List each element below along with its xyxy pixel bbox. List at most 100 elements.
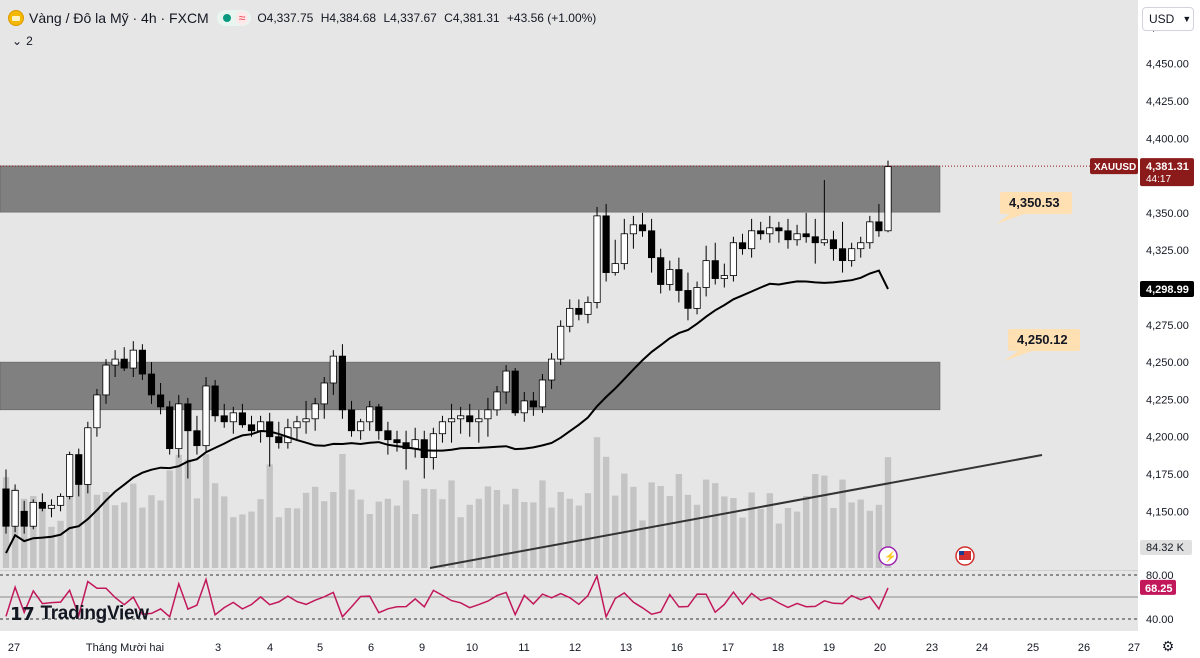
bull-candle [693,287,701,309]
volume-bar [39,502,46,568]
bear-candle [338,355,347,411]
price-axis-tick: 4,400.00 [1146,133,1189,145]
volume-bar [130,483,137,568]
volume-bar [384,498,392,568]
time-axis-label: 27 [8,642,20,654]
tv-logo-icon: 17 [10,603,35,625]
bear-candle [466,415,474,423]
volume-bar [321,501,328,568]
bear-candle [775,227,783,232]
price-axis-tick: 4,225.00 [1146,394,1189,406]
bull-candle [702,260,710,288]
bull-candle [29,501,37,527]
volume-bar [111,505,119,568]
high-value: H4,384.68 [320,11,377,25]
note-lower-pointer [1004,351,1032,361]
gear-icon[interactable]: ⚙ [1161,638,1175,654]
bull-candle [866,221,874,244]
bull-candle [884,166,892,232]
bull-candle [66,454,74,497]
bear-candle [511,370,519,414]
symbol-tag-text: XAUUSD [1094,162,1136,173]
volume-bar [848,502,855,568]
volume-bar [739,517,746,568]
volume-bar [812,474,819,568]
indicator-count: 2 [26,34,33,48]
volume-bar [248,511,255,568]
bear-candle [811,236,819,244]
volume-bar [193,498,201,568]
time-axis-label: 11 [518,642,529,654]
bear-candle [575,307,583,315]
bull-candle [129,349,137,369]
ohlc-values: O4,337.75 H4,384.68 L4,337.67 C4,381.31 … [257,11,600,25]
volume-bar [621,473,628,568]
bull-candle [329,355,337,384]
bear-candle [156,394,165,408]
bear-candle [147,373,156,396]
volume-bar [857,499,864,568]
volume-bar [566,498,573,568]
volume-bar [639,520,646,568]
currency-select[interactable]: USD ▼ [1142,7,1194,31]
bear-candle [648,230,656,259]
volume-bar [521,502,528,568]
tradingview-logo[interactable]: 17 TradingView [10,603,149,625]
bull-candle [47,504,56,509]
volume-bar [311,486,319,568]
volume-bar [584,493,592,568]
volume-bar [557,492,564,568]
symbol-title[interactable]: Vàng / Đô la Mỹ · 4h · FXCM [29,10,209,26]
bear-candle [757,230,765,235]
price-axis-tick: 4,150.00 [1146,506,1189,518]
bear-candle [75,454,83,485]
volume-bar [875,504,883,568]
bull-candle [56,495,65,506]
bull-candle [566,307,574,327]
gold-coin-icon [8,10,24,26]
volume-bar [675,474,683,568]
rsi-line [5,573,889,620]
volume-bar [630,486,637,568]
bear-candle [375,406,383,432]
bear-candle [393,439,401,444]
price-axis-tick: 4,175.00 [1146,469,1189,481]
note-upper-text: 4,350.53 [1009,195,1060,210]
bear-candle [184,403,192,432]
market-status-pill[interactable]: ≈ [216,10,252,26]
volume-tag-box [1140,540,1192,555]
bear-candle [657,257,665,285]
bear-candle [211,385,219,417]
bull-candle [202,385,210,447]
volume-bar [202,454,210,568]
time-axis-label: 26 [1078,642,1090,654]
indicator-collapse-toggle[interactable]: ⌄ 2 [12,34,33,48]
zone-rect-1 [0,165,941,213]
volume-bar [784,508,792,568]
change-value: +43.56 (+1.00%) [506,11,597,25]
volume-bar [284,508,292,568]
volume-bar [530,502,537,568]
bull-candle [848,248,856,262]
bear-candle [275,436,283,444]
bull-candle [429,433,437,458]
note-upper-box [1000,192,1072,214]
volume-bar [257,499,264,568]
bear-candle [684,290,692,309]
bull-candle [175,403,183,450]
bull-candle [557,325,565,360]
rsi-tick-80: 80.00 [1146,570,1174,582]
volume-bar [48,526,55,568]
chevron-down-icon: ▼ [1182,14,1192,24]
volume-bar [102,492,110,568]
bull-candle [720,275,728,279]
bear-candle [638,224,647,232]
volume-bar [66,482,73,568]
ma-price-text: 4,298.99 [1146,284,1189,296]
bull-candle [484,409,492,420]
bear-candle [138,349,146,375]
volume-bar [548,507,555,568]
bull-candle [611,263,619,273]
